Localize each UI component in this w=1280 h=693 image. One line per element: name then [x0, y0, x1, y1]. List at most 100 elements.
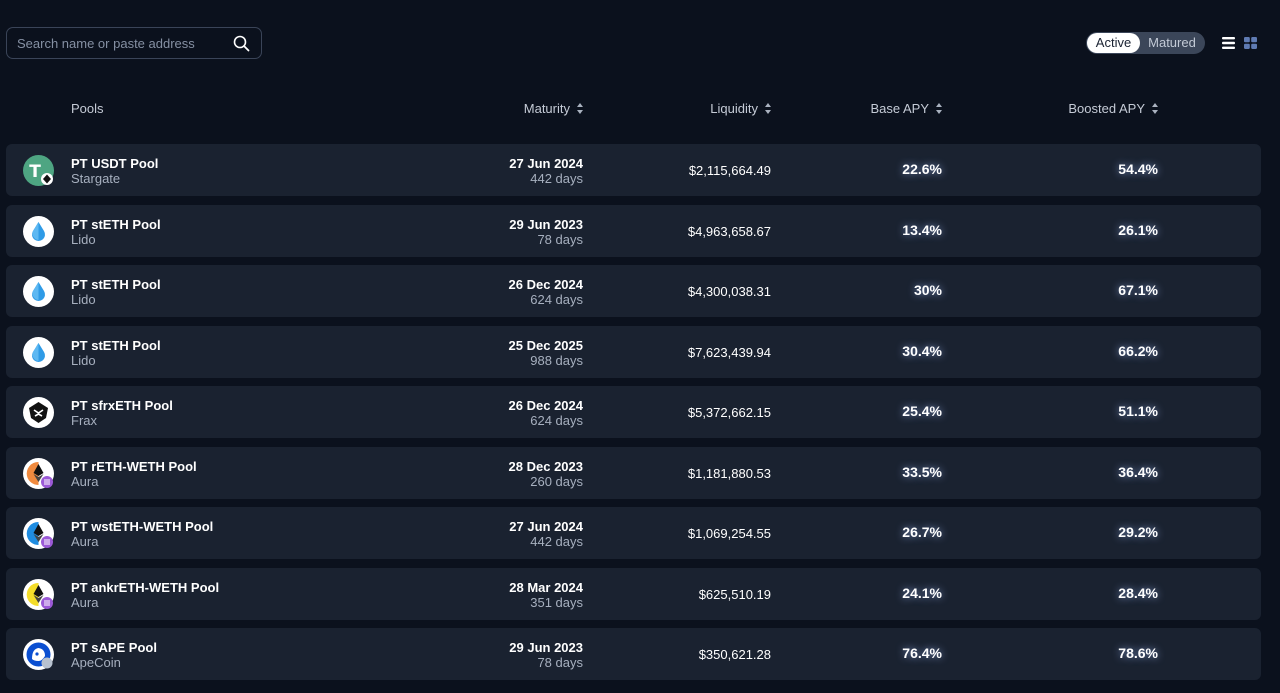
pool-protocol: Aura: [71, 534, 99, 549]
pool-row[interactable]: T PT USDT Pool Stargate 27 Jun 2024 442 …: [6, 144, 1261, 196]
table-header: Pools Maturity Liquidity Base APY Booste…: [0, 101, 1280, 117]
active-tab[interactable]: Active: [1087, 33, 1140, 53]
pool-name: PT wstETH-WETH Pool: [71, 519, 214, 534]
sort-icon[interactable]: [936, 103, 942, 114]
lido-icon: [23, 336, 54, 368]
base-apy-value: 22.6%: [902, 161, 942, 177]
pool-name: PT USDT Pool: [71, 156, 159, 171]
column-pools-label: Pools: [71, 101, 104, 116]
lido-icon: [23, 215, 54, 247]
pool-protocol: ApeCoin: [71, 655, 121, 670]
pool-name: PT ankrETH-WETH Pool: [71, 579, 220, 595]
maturity-days: 351 days: [530, 594, 583, 610]
wsteth-aura-icon: [23, 518, 54, 549]
base-apy-value: 30%: [913, 282, 942, 298]
base-apy-value: 24.1%: [902, 584, 942, 601]
pool-protocol: Aura: [71, 473, 99, 489]
column-maturity-label: Maturity: [523, 101, 570, 116]
pool-row[interactable]: PT stETH Pool Lido 25 Dec 2025 988 days …: [6, 325, 1261, 378]
apecoin-icon: [23, 639, 54, 670]
liquidity-value: $350,621.28: [698, 647, 771, 662]
pool-row[interactable]: PT stETH Pool Lido 26 Dec 2024 624 days …: [6, 265, 1261, 317]
column-liquidity-label: Liquidity: [710, 101, 758, 116]
maturity-days: 442 days: [530, 534, 583, 549]
pool-row[interactable]: PT sfrxETH Pool Frax 26 Dec 2024 624 day…: [6, 386, 1261, 438]
pool-name: PT stETH Pool: [71, 277, 161, 292]
maturity-days: 624 days: [530, 292, 583, 307]
reth-aura-icon: [23, 457, 54, 489]
pool-protocol: Frax: [71, 413, 97, 428]
lido-icon: [23, 276, 54, 307]
liquidity-value: $2,115,664.49: [688, 163, 771, 178]
pool-row[interactable]: PT sAPE Pool ApeCoin 29 Jun 2023 78 days…: [6, 628, 1261, 680]
base-apy-value: 76.4%: [902, 645, 942, 661]
liquidity-value: $1,181,880.53: [687, 465, 771, 481]
liquidity-value: $4,300,038.31: [687, 284, 771, 299]
pool-name: PT rETH-WETH Pool: [71, 458, 197, 474]
maturity-days: 442 days: [530, 171, 583, 186]
maturity-date: 26 Dec 2024: [508, 398, 583, 413]
pool-protocol: Aura: [71, 594, 99, 610]
pool-name: PT sAPE Pool: [71, 640, 157, 655]
boosted-apy-value: 67.1%: [1118, 282, 1158, 298]
base-apy-value: 25.4%: [902, 403, 942, 419]
liquidity-value: $7,623,439.94: [687, 344, 771, 360]
column-maturity[interactable]: Maturity: [524, 101, 583, 116]
maturity-days: 260 days: [530, 473, 583, 489]
pool-row[interactable]: PT stETH Pool Lido 29 Jun 2023 78 days $…: [6, 204, 1261, 257]
boosted-apy-value: 78.6%: [1118, 645, 1158, 661]
svg-text:T: T: [29, 162, 41, 182]
search-icon[interactable]: [233, 35, 250, 52]
search-input[interactable]: [17, 28, 227, 58]
base-apy-value: 30.4%: [902, 342, 942, 359]
maturity-date: 27 Jun 2024: [509, 519, 583, 534]
pool-protocol: Lido: [71, 292, 96, 307]
column-base-apy[interactable]: Base APY: [870, 101, 942, 116]
maturity-days: 78 days: [537, 655, 583, 670]
maturity-days: 78 days: [537, 231, 583, 247]
status-toggle[interactable]: Matured Active: [1086, 32, 1205, 54]
pool-protocol: Lido: [71, 231, 96, 247]
column-base-apy-label: Base APY: [870, 101, 929, 116]
boosted-apy-value: 36.4%: [1118, 463, 1158, 480]
usdt-stargate-icon: T: [23, 155, 54, 186]
maturity-days: 624 days: [530, 413, 583, 428]
matured-tab[interactable]: Matured: [1148, 35, 1196, 50]
maturity-date: 27 Jun 2024: [509, 156, 583, 171]
maturity-date: 26 Dec 2024: [508, 277, 583, 292]
grid-view-icon[interactable]: [1244, 37, 1257, 49]
search-box[interactable]: [6, 27, 262, 59]
pool-name: PT sfrxETH Pool: [71, 398, 173, 413]
pool-name: PT stETH Pool: [71, 216, 161, 232]
pool-row[interactable]: PT rETH-WETH Pool Aura 28 Dec 2023 260 d…: [6, 446, 1261, 499]
base-apy-value: 13.4%: [902, 221, 942, 238]
sort-icon[interactable]: [765, 103, 771, 114]
pool-name: PT stETH Pool: [71, 337, 161, 353]
pool-protocol: Lido: [71, 352, 96, 368]
sort-icon[interactable]: [577, 103, 583, 114]
liquidity-value: $625,510.19: [698, 586, 771, 602]
pool-protocol: Stargate: [71, 171, 121, 186]
boosted-apy-value: 26.1%: [1118, 221, 1158, 238]
maturity-date: 28 Mar 2024: [509, 579, 583, 595]
boosted-apy-value: 54.4%: [1118, 161, 1158, 177]
pool-row[interactable]: PT wstETH-WETH Pool Aura 27 Jun 2024 442…: [6, 507, 1261, 559]
maturity-date: 25 Dec 2025: [508, 337, 583, 353]
pool-row[interactable]: PT ankrETH-WETH Pool Aura 28 Mar 2024 35…: [6, 567, 1261, 620]
sort-icon[interactable]: [1152, 103, 1158, 114]
frax-icon: [23, 397, 54, 428]
liquidity-value: $5,372,662.15: [687, 405, 771, 420]
boosted-apy-value: 66.2%: [1118, 342, 1158, 359]
maturity-date: 29 Jun 2023: [509, 640, 583, 655]
boosted-apy-value: 51.1%: [1118, 403, 1158, 419]
boosted-apy-value: 29.2%: [1118, 524, 1158, 540]
column-boosted-apy-label: Boosted APY: [1068, 101, 1145, 116]
liquidity-value: $1,069,254.55: [687, 526, 771, 541]
column-liquidity[interactable]: Liquidity: [710, 101, 771, 116]
boosted-apy-value: 28.4%: [1118, 584, 1158, 601]
column-boosted-apy[interactable]: Boosted APY: [1068, 101, 1158, 116]
maturity-date: 28 Dec 2023: [508, 458, 583, 474]
maturity-days: 988 days: [530, 352, 583, 368]
list-view-icon[interactable]: [1222, 37, 1235, 49]
base-apy-value: 26.7%: [902, 524, 942, 540]
